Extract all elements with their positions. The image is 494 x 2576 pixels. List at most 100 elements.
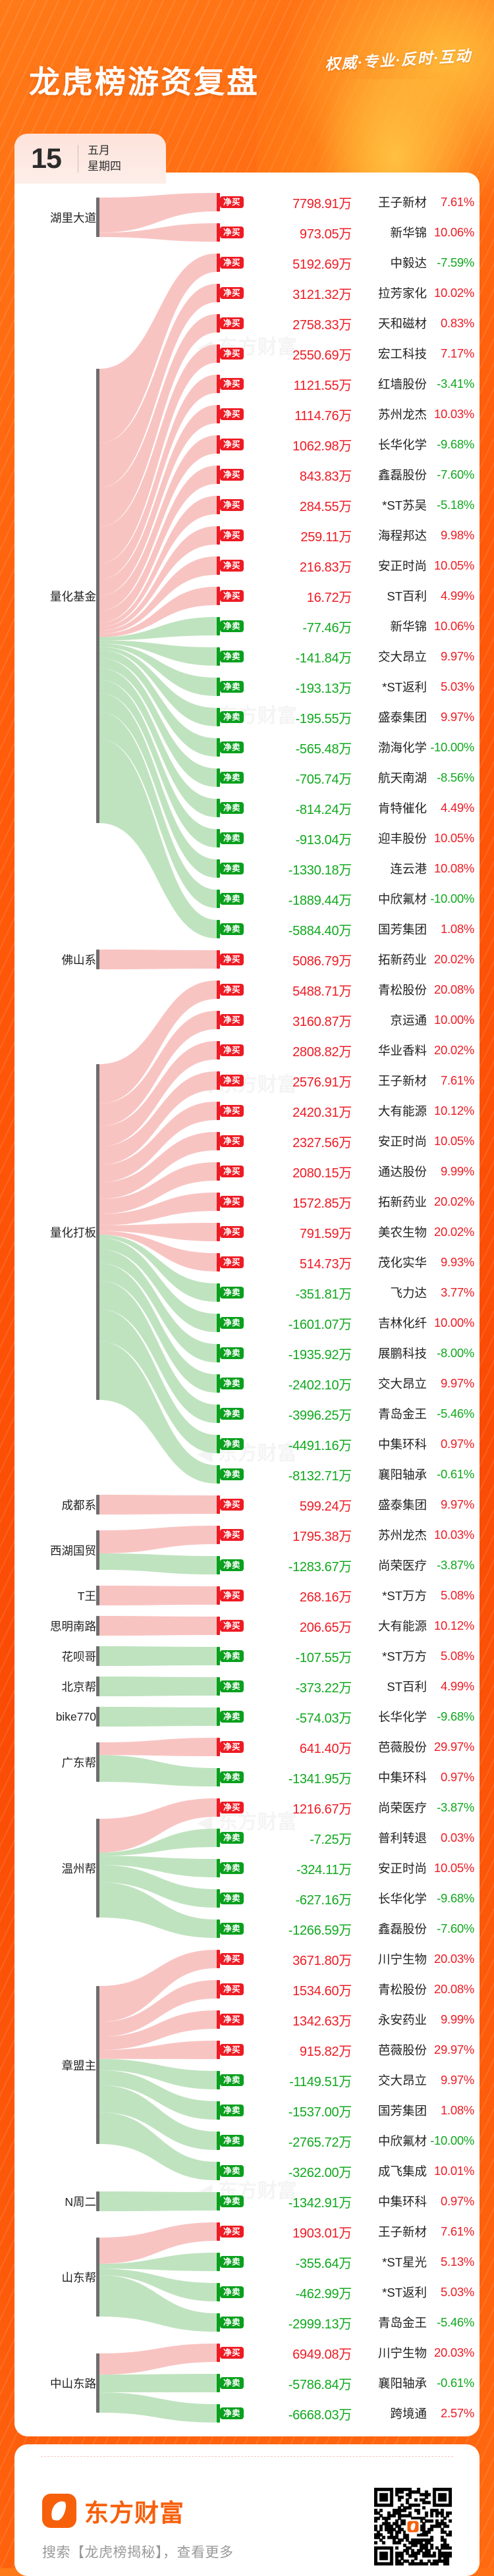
table-row[interactable]: 净买 1572.85万 拓新药业 20.02%: [14, 1187, 480, 1217]
stock-name[interactable]: 飞力达: [390, 1286, 427, 1300]
table-row[interactable]: 章盟主 净买 915.82万 芭薇股份 29.97%: [14, 2035, 480, 2072]
stock-name[interactable]: 交大昂立: [377, 650, 427, 664]
stock-name[interactable]: ST百利: [387, 1680, 427, 1694]
stock-name[interactable]: 国芳集团: [377, 2104, 427, 2118]
stock-name[interactable]: 拓新药业: [377, 953, 427, 967]
stock-name[interactable]: *ST返利: [382, 2286, 427, 2299]
stock-name[interactable]: 普利转退: [377, 1831, 427, 1845]
stock-name[interactable]: 苏州龙杰: [377, 1528, 427, 1542]
stock-name[interactable]: 王子新材: [377, 2225, 427, 2239]
table-row[interactable]: 净卖 -1283.67万 尚荣医疗 -3.87%: [14, 1550, 480, 1580]
table-row[interactable]: 净买 2420.31万 大有能源 10.12%: [14, 1096, 480, 1126]
table-row[interactable]: 西湖国贸 净买 1795.38万 苏州龙杰 10.03%: [14, 1520, 480, 1557]
stock-name[interactable]: 安正时尚: [377, 559, 427, 573]
stock-name[interactable]: 通达股份: [377, 1165, 427, 1179]
stock-name[interactable]: 京运通: [390, 1013, 427, 1027]
stock-name[interactable]: *ST万方: [382, 1589, 427, 1603]
table-row[interactable]: 净卖 -6668.03万 跨境通 2.57%: [14, 2398, 480, 2428]
table-row[interactable]: 净卖 -1935.92万 展鹏科技 -8.00%: [14, 1338, 480, 1368]
table-row[interactable]: 净卖 -705.74万 航天南湖 -8.56%: [14, 763, 480, 793]
table-row[interactable]: 净买 5192.69万 中毅达 -7.59%: [14, 248, 480, 278]
stock-name[interactable]: 海程邦达: [377, 529, 427, 543]
table-row[interactable]: 净卖 -2402.10万 交大昂立 9.97%: [14, 1368, 480, 1399]
table-row[interactable]: 净卖 -1330.18万 连云港 10.08%: [14, 853, 480, 884]
table-row[interactable]: 净买 5488.71万 青松股份 20.08%: [14, 975, 480, 1005]
stock-name[interactable]: 王子新材: [377, 196, 427, 209]
stock-name[interactable]: 美农生物: [377, 1225, 427, 1239]
stock-name[interactable]: 中集环科: [377, 1437, 427, 1451]
stock-name[interactable]: 尚荣医疗: [377, 1559, 427, 1572]
stock-name[interactable]: 国芳集团: [377, 923, 427, 936]
stock-name[interactable]: 茂化实华: [377, 1256, 427, 1270]
table-row[interactable]: 净买 1062.98万 长华化学 -9.68%: [14, 429, 480, 460]
stock-name[interactable]: 襄阳轴承: [377, 1468, 427, 1482]
stock-name[interactable]: 拉芳家化: [377, 286, 427, 300]
stock-name[interactable]: 川宁生物: [377, 1952, 427, 1966]
stock-name[interactable]: 苏州龙杰: [377, 408, 427, 421]
stock-name[interactable]: 长华化学: [377, 438, 427, 452]
stock-name[interactable]: 大有能源: [377, 1104, 427, 1118]
table-row[interactable]: 净买 2327.56万 安正时尚 10.05%: [14, 1126, 480, 1156]
stock-name[interactable]: 中集环科: [377, 2195, 427, 2209]
table-row[interactable]: 净卖 -2999.13万 青岛金王 -5.46%: [14, 2307, 480, 2338]
stock-name[interactable]: ST百利: [387, 589, 427, 603]
stock-name[interactable]: 天和磁材: [377, 317, 427, 331]
stock-name[interactable]: 渤海化学: [377, 741, 427, 755]
table-row[interactable]: 净买 2758.33万 天和磁材 0.83%: [14, 308, 480, 338]
table-row[interactable]: 净买 1114.76万 苏州龙杰 10.03%: [14, 399, 480, 429]
stock-name[interactable]: *ST返利: [382, 680, 427, 694]
table-row[interactable]: 净卖 -195.55万 盛泰集团 9.97%: [14, 702, 480, 732]
table-row[interactable]: 净卖 -141.84万 交大昂立 9.97%: [14, 641, 480, 672]
qr-code[interactable]: [374, 2488, 452, 2565]
table-row[interactable]: 净卖 -565.48万 渤海化学 -10.00%: [14, 732, 480, 763]
stock-name[interactable]: 新华锦: [390, 620, 427, 633]
table-row[interactable]: 量化打板 净买 791.59万 美农生物 20.02%: [14, 1217, 480, 1247]
stock-name[interactable]: 连云港: [390, 862, 427, 876]
stock-name[interactable]: 交大昂立: [377, 2074, 427, 2087]
table-row[interactable]: 净卖 -2765.72万 中欣氟材 -10.00%: [14, 2126, 480, 2156]
table-row[interactable]: 山东帮 净卖 -355.64万 *ST星光 5.13%: [14, 2247, 480, 2284]
stock-name[interactable]: 芭薇股份: [377, 1740, 427, 1754]
table-row[interactable]: 净卖 -1537.00万 国芳集团 1.08%: [14, 2095, 480, 2126]
table-row[interactable]: 花呗哥 净卖 -107.55万 *ST万方 5.08%: [14, 1641, 480, 1671]
table-row[interactable]: 量化基金 净买 16.72万 ST百利 4.99%: [14, 581, 480, 611]
stock-name[interactable]: 长华化学: [377, 1892, 427, 1906]
stock-name[interactable]: 中集环科: [377, 1771, 427, 1784]
table-row[interactable]: 净卖 -8132.71万 襄阳轴承 -0.61%: [14, 1459, 480, 1489]
stock-name[interactable]: 青岛金王: [377, 2316, 427, 2330]
table-row[interactable]: 净卖 -1601.07万 吉林化纤 10.00%: [14, 1308, 480, 1338]
table-row[interactable]: 净卖 -814.24万 肯特催化 4.49%: [14, 793, 480, 823]
table-row[interactable]: 佛山系 净买 5086.79万 拓新药业 20.02%: [14, 944, 480, 975]
stock-name[interactable]: 肯特催化: [377, 801, 427, 815]
stock-name[interactable]: 拓新药业: [377, 1195, 427, 1209]
table-row[interactable]: 净卖 -1149.51万 交大昂立 9.97%: [14, 2065, 480, 2095]
stock-name[interactable]: 跨境通: [390, 2407, 427, 2421]
table-row[interactable]: 净买 3160.87万 京运通 10.00%: [14, 1005, 480, 1035]
stock-name[interactable]: 盛泰集团: [377, 711, 427, 724]
stock-name[interactable]: 芭薇股份: [377, 2043, 427, 2057]
stock-name[interactable]: 航天南湖: [377, 771, 427, 785]
table-row[interactable]: 净买 284.55万 *ST苏吴 -5.18%: [14, 490, 480, 520]
stock-name[interactable]: 尚荣医疗: [377, 1801, 427, 1815]
stock-name[interactable]: 宏工科技: [377, 347, 427, 361]
table-row[interactable]: 净买 1121.55万 红墙股份 -3.41%: [14, 369, 480, 399]
table-row[interactable]: 净买 2550.69万 宏工科技 7.17%: [14, 338, 480, 369]
stock-name[interactable]: 安正时尚: [377, 1862, 427, 1875]
stock-name[interactable]: *ST星光: [382, 2255, 427, 2269]
table-row[interactable]: 温州帮 净卖 -324.11万 安正时尚 10.05%: [14, 1853, 480, 1883]
table-row[interactable]: 净卖 -1889.44万 中欣氟材 -10.00%: [14, 884, 480, 914]
table-row[interactable]: 净买 6949.08万 川宁生物 20.03%: [14, 2338, 480, 2368]
stock-name[interactable]: 襄阳轴承: [377, 2376, 427, 2390]
stock-name[interactable]: 华业香料: [377, 1044, 427, 1058]
stock-name[interactable]: 成飞集成: [377, 2164, 427, 2178]
stock-name[interactable]: 大有能源: [377, 1619, 427, 1633]
table-row[interactable]: 净卖 -462.99万 *ST返利 5.03%: [14, 2277, 480, 2307]
table-row[interactable]: 净卖 -3996.25万 青岛金王 -5.46%: [14, 1399, 480, 1429]
stock-name[interactable]: 鑫磊股份: [377, 468, 427, 482]
table-row[interactable]: 净卖 -193.13万 *ST返利 5.03%: [14, 672, 480, 702]
table-row[interactable]: 净买 1534.60万 青松股份 20.08%: [14, 1974, 480, 2004]
table-row[interactable]: 净卖 -4491.16万 中集环科 0.97%: [14, 1429, 480, 1459]
table-row[interactable]: 净卖 -351.81万 飞力达 3.77%: [14, 1277, 480, 1308]
stock-name[interactable]: 王子新材: [377, 1074, 427, 1088]
table-row[interactable]: 净买 2080.15万 通达股份 9.99%: [14, 1156, 480, 1187]
